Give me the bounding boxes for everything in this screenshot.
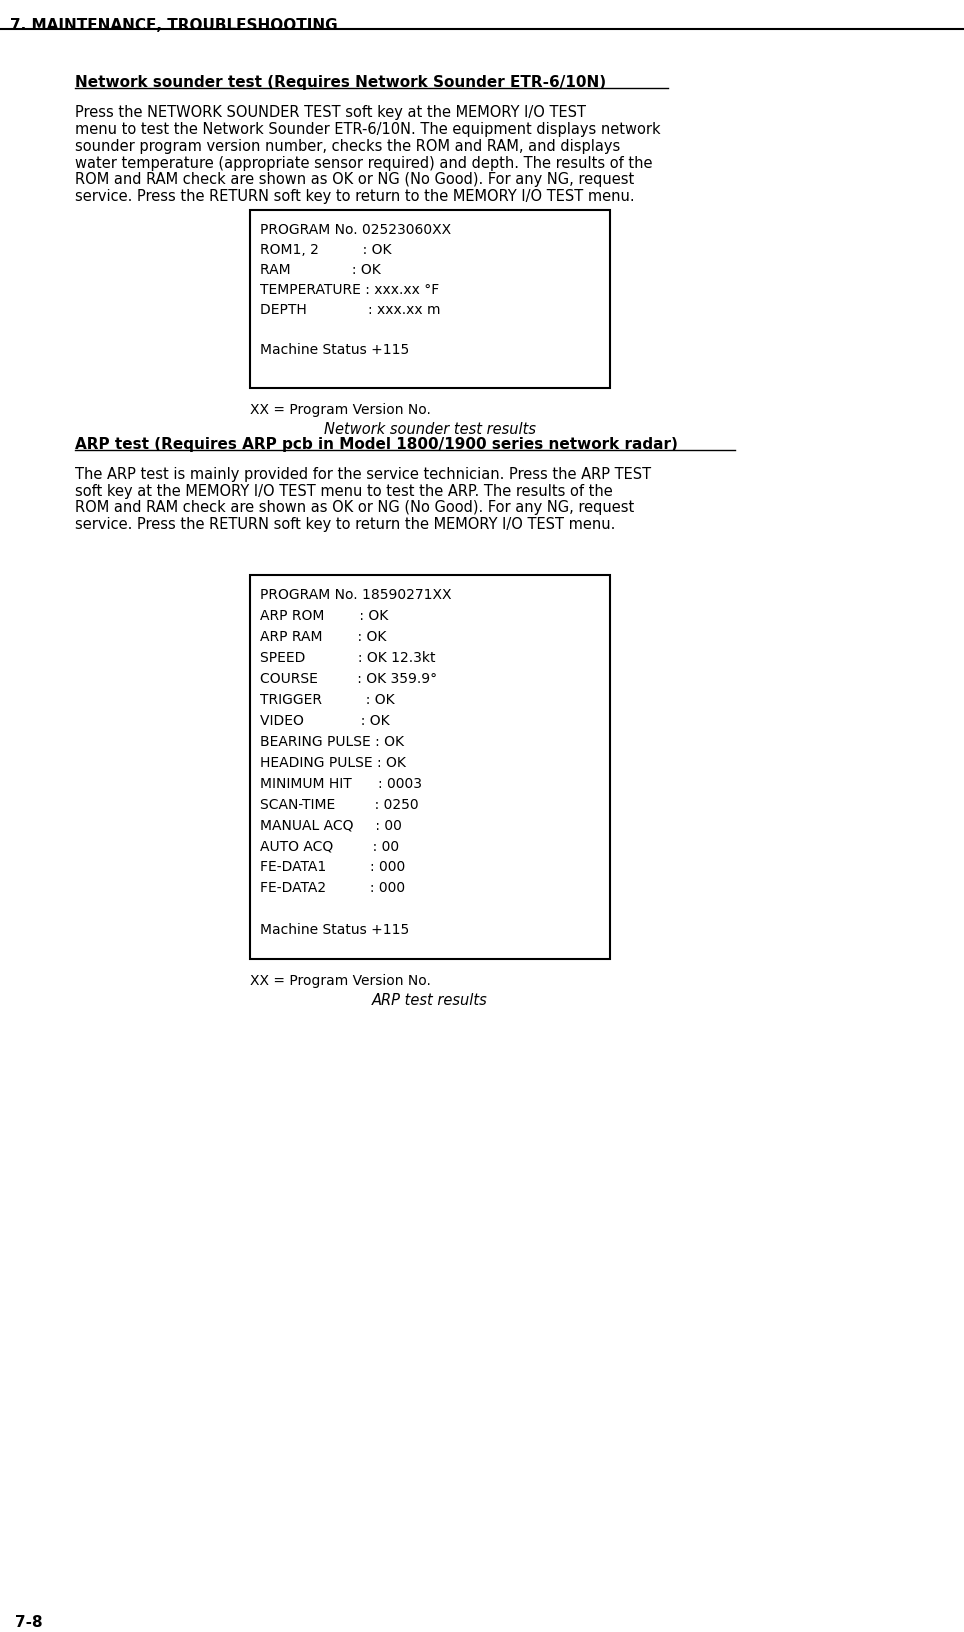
- Text: soft key at the MEMORY I/O TEST menu to test the ARP. The results of the: soft key at the MEMORY I/O TEST menu to …: [75, 483, 613, 498]
- Text: HEADING PULSE : OK: HEADING PULSE : OK: [260, 756, 406, 769]
- Text: ROM1, 2          : OK: ROM1, 2 : OK: [260, 243, 391, 258]
- Text: XX = Program Version No.: XX = Program Version No.: [250, 403, 431, 416]
- Text: Machine Status +115: Machine Status +115: [260, 922, 410, 937]
- FancyBboxPatch shape: [250, 576, 610, 960]
- Text: VIDEO             : OK: VIDEO : OK: [260, 713, 389, 728]
- Text: sounder program version number, checks the ROM and RAM, and displays: sounder program version number, checks t…: [75, 139, 620, 153]
- Text: TEMPERATURE : xxx.xx °F: TEMPERATURE : xxx.xx °F: [260, 282, 440, 297]
- Text: water temperature (appropriate sensor required) and depth. The results of the: water temperature (appropriate sensor re…: [75, 155, 653, 170]
- Text: The ARP test is mainly provided for the service technician. Press the ARP TEST: The ARP test is mainly provided for the …: [75, 467, 651, 481]
- Text: Machine Status +115: Machine Status +115: [260, 343, 410, 357]
- Text: Network sounder test (Requires Network Sounder ETR-6/10N): Network sounder test (Requires Network S…: [75, 75, 606, 90]
- Text: Press the NETWORK SOUNDER TEST soft key at the MEMORY I/O TEST: Press the NETWORK SOUNDER TEST soft key …: [75, 104, 586, 119]
- Text: MINIMUM HIT      : 0003: MINIMUM HIT : 0003: [260, 777, 422, 790]
- Text: ARP test (Requires ARP pcb in Model 1800/1900 series network radar): ARP test (Requires ARP pcb in Model 1800…: [75, 436, 678, 452]
- Text: SCAN-TIME         : 0250: SCAN-TIME : 0250: [260, 796, 418, 811]
- Text: service. Press the RETURN soft key to return the MEMORY I/O TEST menu.: service. Press the RETURN soft key to re…: [75, 517, 615, 532]
- Text: XX = Program Version No.: XX = Program Version No.: [250, 973, 431, 987]
- Text: ROM and RAM check are shown as OK or NG (No Good). For any NG, request: ROM and RAM check are shown as OK or NG …: [75, 173, 634, 188]
- Text: PROGRAM No. 02523060XX: PROGRAM No. 02523060XX: [260, 224, 451, 237]
- Text: DEPTH              : xxx.xx m: DEPTH : xxx.xx m: [260, 304, 441, 317]
- Text: FE-DATA2          : 000: FE-DATA2 : 000: [260, 881, 405, 894]
- Text: SPEED            : OK 12.3kt: SPEED : OK 12.3kt: [260, 651, 436, 664]
- Text: RAM              : OK: RAM : OK: [260, 263, 381, 277]
- Text: FE-DATA1          : 000: FE-DATA1 : 000: [260, 860, 405, 873]
- Text: Network sounder test results: Network sounder test results: [324, 421, 536, 436]
- Text: AUTO ACQ         : 00: AUTO ACQ : 00: [260, 839, 399, 854]
- Text: menu to test the Network Sounder ETR-6/10N. The equipment displays network: menu to test the Network Sounder ETR-6/1…: [75, 121, 660, 137]
- FancyBboxPatch shape: [250, 211, 610, 388]
- Text: TRIGGER          : OK: TRIGGER : OK: [260, 692, 394, 707]
- Text: ARP ROM        : OK: ARP ROM : OK: [260, 609, 388, 623]
- Text: ROM and RAM check are shown as OK or NG (No Good). For any NG, request: ROM and RAM check are shown as OK or NG …: [75, 499, 634, 516]
- Text: 7-8: 7-8: [15, 1614, 42, 1629]
- Text: 7. MAINTENANCE, TROUBLESHOOTING: 7. MAINTENANCE, TROUBLESHOOTING: [10, 18, 337, 33]
- Text: BEARING PULSE : OK: BEARING PULSE : OK: [260, 734, 404, 749]
- Text: MANUAL ACQ     : 00: MANUAL ACQ : 00: [260, 818, 402, 832]
- Text: ARP test results: ARP test results: [372, 992, 488, 1007]
- Text: service. Press the RETURN soft key to return to the MEMORY I/O TEST menu.: service. Press the RETURN soft key to re…: [75, 189, 634, 204]
- Text: PROGRAM No. 18590271XX: PROGRAM No. 18590271XX: [260, 588, 451, 602]
- Text: ARP RAM        : OK: ARP RAM : OK: [260, 630, 387, 643]
- Text: COURSE         : OK 359.9°: COURSE : OK 359.9°: [260, 671, 437, 685]
